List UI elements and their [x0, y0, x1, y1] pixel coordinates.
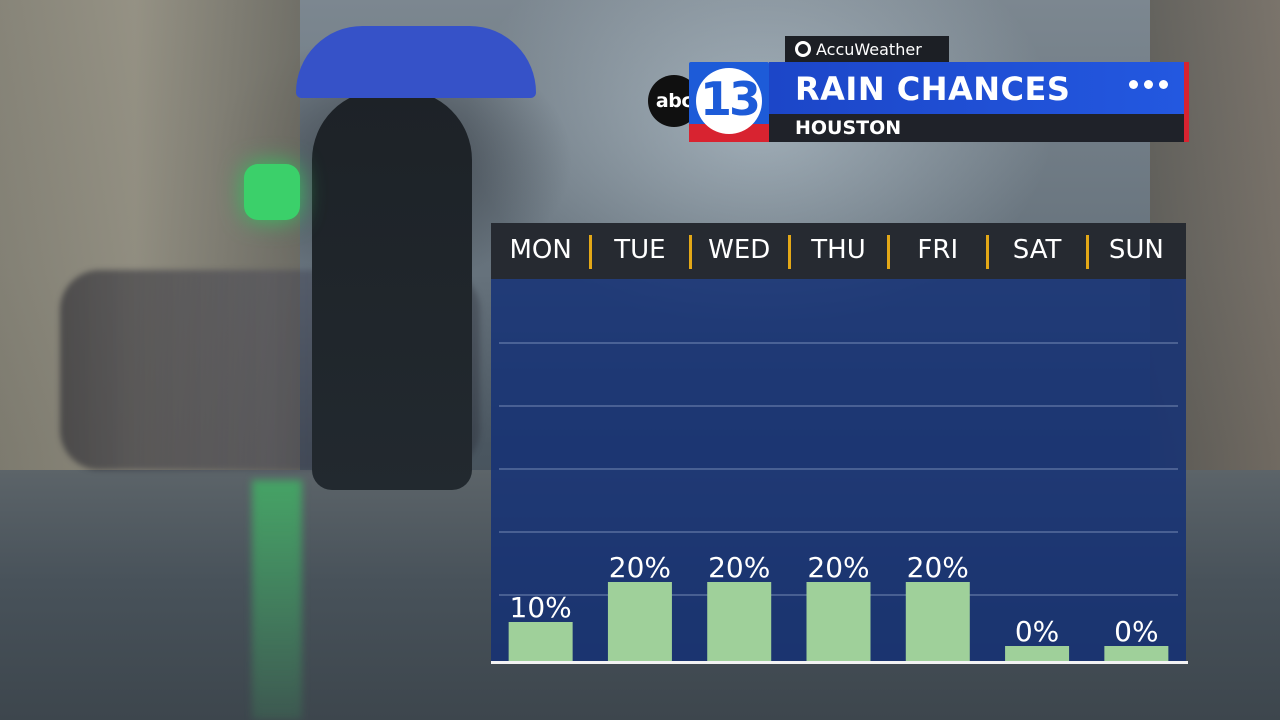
day-separator — [688, 235, 692, 269]
data-label-sun: 0% — [1114, 615, 1158, 648]
day-label-tue: TUE — [614, 235, 666, 265]
accuweather-tag: AccuWeather — [785, 36, 949, 62]
day-label-sun: SUN — [1108, 235, 1164, 265]
channel-number: 13 — [699, 72, 761, 126]
logo-circle — [696, 68, 762, 134]
day-header-row: MON TUE WED THU FRI SAT SUN — [491, 223, 1186, 279]
data-label-mon: 10% — [510, 591, 572, 624]
bar-wed — [707, 582, 772, 662]
day-label-thu: THU — [811, 235, 866, 265]
accent-red-edge — [1184, 62, 1189, 142]
bar-sun — [1104, 646, 1169, 662]
location-label: HOUSTON — [795, 117, 902, 139]
chart-baseline — [491, 661, 1188, 664]
day-label-wed: WED — [708, 235, 771, 265]
background-umbrella — [296, 26, 536, 98]
page-title: RAIN CHANCES — [795, 70, 1071, 108]
day-label-fri: FRI — [917, 235, 959, 265]
chart-svg: 10% 20% 20% 20% 20% 0% 0% — [499, 342, 1178, 662]
background-green-reflection — [252, 480, 302, 720]
abc-logo-text: abc — [655, 90, 693, 112]
background-person-silhouette — [312, 90, 472, 490]
day-separator — [787, 235, 791, 269]
data-label-tue: 20% — [609, 551, 671, 584]
channel-13-logo: 13 — [689, 62, 769, 142]
bar-fri — [905, 582, 970, 662]
day-separator — [1085, 235, 1089, 269]
day-separator — [589, 235, 593, 269]
data-label-thu: 20% — [807, 551, 869, 584]
location-bar: HOUSTON — [769, 114, 1184, 142]
more-dots-icon — [1129, 80, 1168, 89]
data-label-fri: 20% — [907, 551, 969, 584]
day-label-mon: MON — [509, 235, 572, 265]
day-separator — [887, 235, 891, 269]
day-separator — [986, 235, 990, 269]
accuweather-label: AccuWeather — [816, 39, 922, 59]
bar-tue — [607, 582, 672, 662]
rain-chance-chart: 10% 20% 20% 20% 20% 0% 0% — [491, 279, 1186, 662]
bar-thu — [806, 582, 871, 662]
sun-icon — [795, 41, 811, 57]
bar-sat — [1005, 646, 1070, 662]
data-label-wed: 20% — [708, 551, 770, 584]
data-label-sat: 0% — [1015, 615, 1059, 648]
background-pharmacy-cross — [244, 164, 300, 220]
bar-mon — [508, 622, 573, 662]
title-bar: RAIN CHANCES — [769, 62, 1184, 114]
day-label-sat: SAT — [1012, 235, 1062, 265]
